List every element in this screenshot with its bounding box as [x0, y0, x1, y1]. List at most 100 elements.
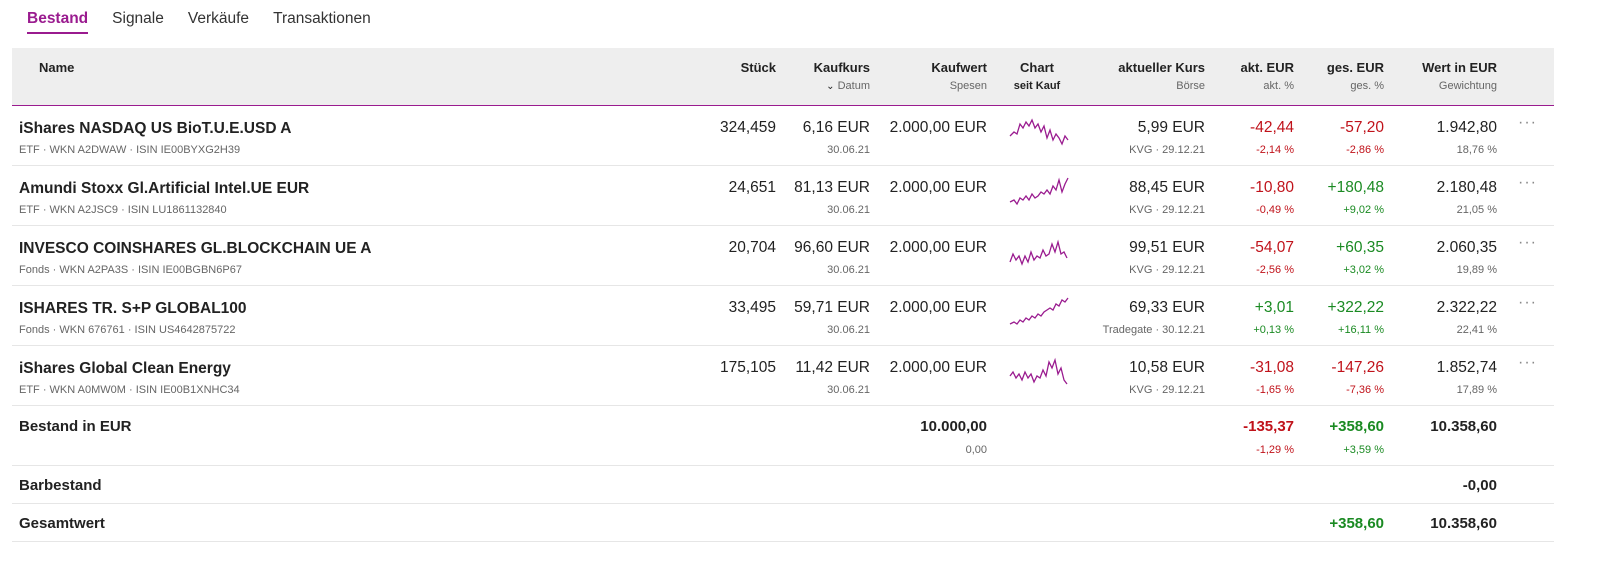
table-row[interactable]: ISHARES TR. S+P GLOBAL100 Fonds · WKN 67… — [12, 286, 1554, 346]
kaufdatum-value: 30.06.21 — [827, 264, 870, 276]
security-name[interactable]: Amundi Stoxx Gl.Artificial Intel.UE EUR — [19, 180, 310, 197]
more-options-icon[interactable]: ··· — [1518, 234, 1537, 251]
akt-eur-value: -54,07 — [1250, 239, 1294, 256]
bestand-kaufwert: 10.000,00 — [920, 418, 987, 435]
security-identifiers: Fonds · WKN 676761 · ISIN US4642875722 — [19, 324, 236, 336]
boerse-value: KVG · 29.12.21 — [1129, 144, 1205, 156]
tab-transaktionen[interactable]: Transaktionen — [273, 10, 371, 27]
header-kaufkurs[interactable]: Kaufkurs ⌄ Datum — [813, 60, 870, 92]
kaufwert-value: 2.000,00 EUR — [889, 179, 987, 196]
sparkline-path — [1009, 177, 1069, 206]
akt-eur-value: -31,08 — [1250, 359, 1294, 376]
gesamtwert-ges-eur: +358,60 — [1329, 515, 1384, 532]
tab-bestand[interactable]: Bestand — [27, 0, 89, 34]
sparkline-path — [1009, 357, 1068, 385]
boerse-value: KVG · 29.12.21 — [1129, 204, 1205, 216]
barbestand-label: Barbestand — [19, 477, 102, 494]
security-identifiers: ETF · WKN A0MW0M · ISIN IE00B1XNHC34 — [19, 384, 240, 396]
wert-value: 2.180,48 — [1436, 179, 1497, 196]
security-name[interactable]: ISHARES TR. S+P GLOBAL100 — [19, 300, 247, 317]
kaufkurs-value: 11,42 EUR — [795, 359, 870, 376]
header-kaufwert[interactable]: Kaufwert Spesen — [931, 60, 987, 92]
gewichtung-value: 21,05 % — [1456, 204, 1497, 216]
stueck-value: 324,459 — [719, 119, 776, 136]
ges-eur-value: +60,35 — [1336, 239, 1384, 256]
kaufdatum-value: 30.06.21 — [827, 144, 870, 156]
aktueller-kurs-value: 5,99 EUR — [1137, 119, 1205, 136]
kaufdatum-value: 30.06.21 — [827, 204, 870, 216]
more-options-icon[interactable]: ··· — [1518, 174, 1537, 191]
header-stueck[interactable]: Stück — [740, 60, 776, 75]
holdings-list: iShares NASDAQ US BioT.U.E.USD A ETF · W… — [12, 106, 1554, 406]
sparkline-chart[interactable] — [1008, 234, 1070, 270]
more-options-icon[interactable]: ··· — [1518, 354, 1537, 371]
barbestand-row: Barbestand -0,00 — [12, 466, 1554, 504]
header-wert[interactable]: Wert in EUR Gewichtung — [1422, 60, 1497, 92]
sparkline-chart[interactable] — [1008, 294, 1070, 330]
gewichtung-value: 19,89 % — [1456, 264, 1497, 276]
stueck-value: 33,495 — [728, 299, 776, 316]
sparkline-path — [1009, 297, 1069, 325]
table-row[interactable]: iShares Global Clean Energy ETF · WKN A0… — [12, 346, 1554, 406]
ges-eur-value: +180,48 — [1327, 179, 1384, 196]
aktueller-kurs-value: 69,33 EUR — [1129, 299, 1205, 316]
gewichtung-value: 17,89 % — [1456, 384, 1497, 396]
sparkline-path — [1009, 239, 1068, 266]
bestand-row: Bestand in EUR 10.000,00 0,00 -135,37 -1… — [12, 406, 1554, 466]
aktueller-kurs-value: 99,51 EUR — [1129, 239, 1205, 256]
chevron-down-icon: ⌄ — [826, 81, 835, 92]
bestand-ges-eur: +358,60 — [1329, 418, 1384, 435]
ges-pct-value: -7,36 % — [1346, 384, 1384, 396]
gewichtung-value: 18,76 % — [1456, 144, 1497, 156]
aktueller-kurs-value: 10,58 EUR — [1129, 359, 1205, 376]
table-row[interactable]: iShares NASDAQ US BioT.U.E.USD A ETF · W… — [12, 106, 1554, 166]
bestand-label: Bestand in EUR — [19, 418, 132, 435]
kaufwert-value: 2.000,00 EUR — [889, 359, 987, 376]
ges-eur-value: -147,26 — [1331, 359, 1384, 376]
stueck-value: 24,651 — [728, 179, 776, 196]
tab-verkaeufe[interactable]: Verkäufe — [187, 10, 250, 27]
kaufkurs-value: 81,13 EUR — [794, 179, 870, 196]
ges-eur-value: +322,22 — [1327, 299, 1384, 316]
bestand-wert: 10.358,60 — [1430, 418, 1497, 435]
security-name[interactable]: INVESCO COINSHARES GL.BLOCKCHAIN UE A — [19, 240, 372, 257]
kaufkurs-value: 59,71 EUR — [794, 299, 870, 316]
tab-bar: Bestand Signale Verkäufe Transaktionen — [27, 0, 371, 40]
security-name[interactable]: iShares Global Clean Energy — [19, 360, 231, 377]
header-aktueller-kurs[interactable]: aktueller Kurs Börse — [1118, 60, 1205, 92]
aktueller-kurs-value: 88,45 EUR — [1129, 179, 1205, 196]
header-akt-eur[interactable]: akt. EUR akt. % — [1240, 60, 1294, 92]
header-ges-eur[interactable]: ges. EUR ges. % — [1326, 60, 1384, 92]
kaufdatum-value: 30.06.21 — [827, 384, 870, 396]
bestand-akt-pct: -1,29 % — [1256, 444, 1294, 456]
kaufkurs-value: 6,16 EUR — [802, 119, 870, 136]
akt-eur-value: -10,80 — [1250, 179, 1294, 196]
security-identifiers: ETF · WKN A2JSC9 · ISIN LU1861132840 — [19, 204, 227, 216]
boerse-value: KVG · 29.12.21 — [1129, 264, 1205, 276]
bestand-spesen: 0,00 — [965, 444, 987, 456]
sparkline-chart[interactable] — [1008, 174, 1070, 210]
boerse-value: Tradegate · 30.12.21 — [1102, 324, 1205, 336]
security-identifiers: Fonds · WKN A2PA3S · ISIN IE00BGBN6P67 — [19, 264, 242, 276]
gesamtwert-row: Gesamtwert +358,60 10.358,60 — [12, 504, 1554, 542]
wert-value: 1.942,80 — [1436, 119, 1497, 136]
security-identifiers: ETF · WKN A2DWAW · ISIN IE00BYXG2H39 — [19, 144, 241, 156]
kaufwert-value: 2.000,00 EUR — [889, 119, 987, 136]
more-options-icon[interactable]: ··· — [1518, 294, 1537, 311]
kaufkurs-value: 96,60 EUR — [794, 239, 870, 256]
more-options-icon[interactable]: ··· — [1518, 114, 1537, 131]
akt-pct-value: -1,65 % — [1256, 384, 1294, 396]
akt-eur-value: +3,01 — [1254, 299, 1294, 316]
table-row[interactable]: Amundi Stoxx Gl.Artificial Intel.UE EUR … — [12, 166, 1554, 226]
akt-pct-value: -0,49 % — [1256, 204, 1294, 216]
sparkline-chart[interactable] — [1008, 354, 1070, 390]
wert-value: 2.060,35 — [1436, 239, 1497, 256]
security-name[interactable]: iShares NASDAQ US BioT.U.E.USD A — [19, 120, 292, 137]
sparkline-chart[interactable] — [1008, 114, 1070, 150]
tab-signale[interactable]: Signale — [112, 10, 164, 27]
akt-pct-value: +0,13 % — [1253, 324, 1294, 336]
portfolio-table: Name Stück Kaufkurs ⌄ Datum Kaufwert Spe… — [12, 48, 1554, 542]
table-row[interactable]: INVESCO COINSHARES GL.BLOCKCHAIN UE A Fo… — [12, 226, 1554, 286]
header-name[interactable]: Name — [39, 60, 75, 75]
ges-pct-value: +16,11 % — [1338, 324, 1384, 336]
